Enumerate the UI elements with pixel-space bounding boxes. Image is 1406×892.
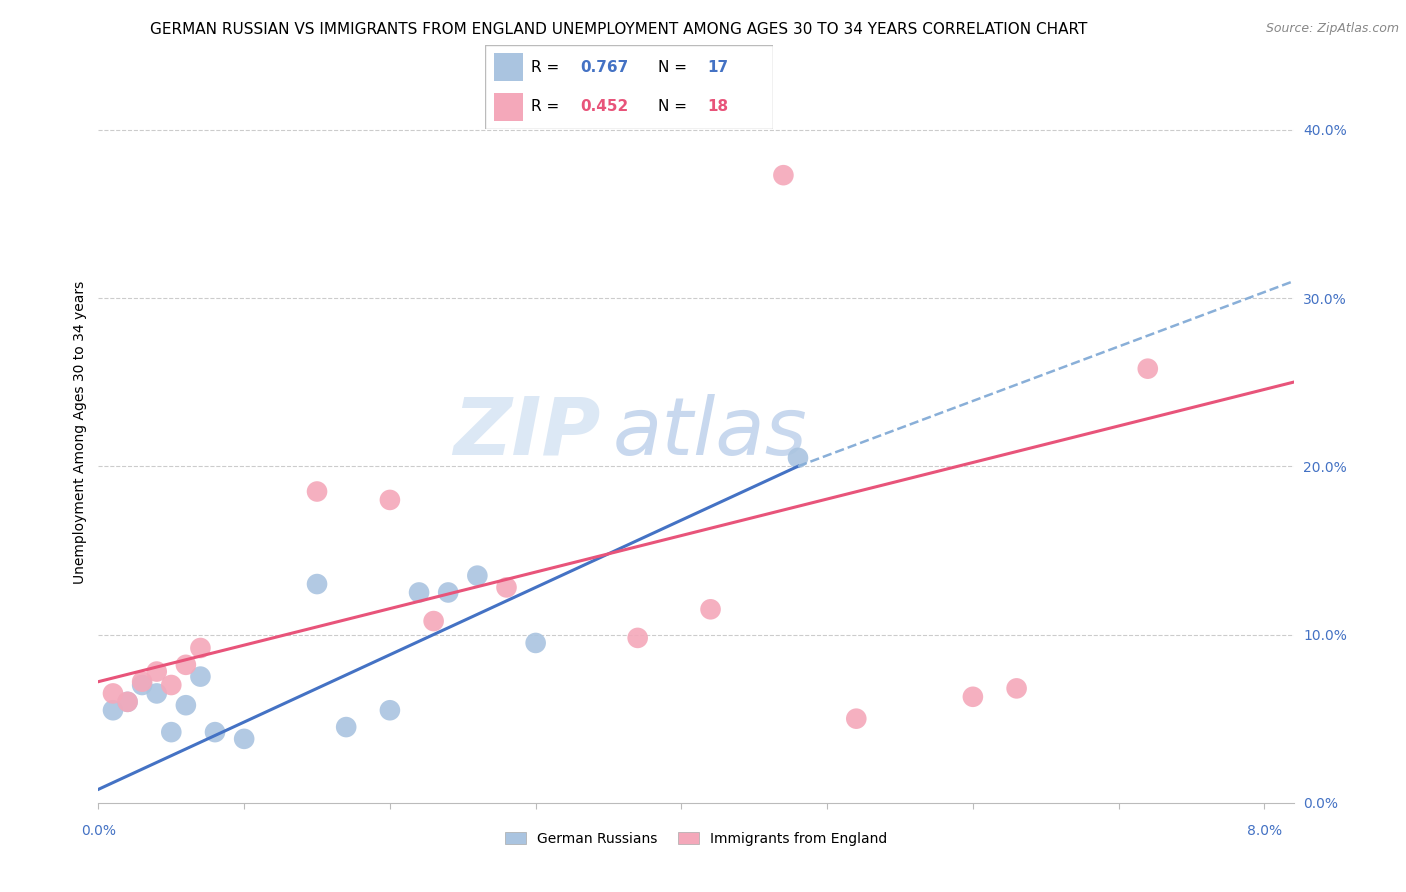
- Point: [305, 484, 328, 499]
- Legend: German Russians, Immigrants from England: German Russians, Immigrants from England: [499, 826, 893, 851]
- Text: 18: 18: [707, 99, 728, 114]
- FancyBboxPatch shape: [494, 93, 523, 120]
- Point: [145, 665, 167, 679]
- Point: [117, 695, 139, 709]
- Text: R =: R =: [531, 60, 564, 75]
- Point: [160, 678, 183, 692]
- Point: [495, 581, 517, 595]
- Text: 0.0%: 0.0%: [82, 823, 115, 838]
- Point: [190, 640, 212, 655]
- Point: [174, 698, 197, 713]
- Point: [378, 703, 401, 717]
- Point: [699, 602, 721, 616]
- Point: [1005, 681, 1028, 696]
- Point: [233, 731, 256, 746]
- Point: [787, 450, 810, 465]
- Text: 0.452: 0.452: [581, 99, 628, 114]
- Point: [772, 168, 794, 182]
- Point: [408, 585, 430, 599]
- Point: [422, 614, 444, 628]
- Point: [1136, 361, 1159, 376]
- Y-axis label: Unemployment Among Ages 30 to 34 years: Unemployment Among Ages 30 to 34 years: [73, 281, 87, 584]
- Point: [190, 670, 212, 684]
- Point: [117, 695, 139, 709]
- Text: R =: R =: [531, 99, 564, 114]
- Point: [378, 492, 401, 507]
- Point: [101, 703, 124, 717]
- Point: [131, 678, 153, 692]
- FancyBboxPatch shape: [485, 45, 773, 129]
- Point: [845, 712, 868, 726]
- Point: [437, 585, 460, 599]
- Text: Source: ZipAtlas.com: Source: ZipAtlas.com: [1265, 22, 1399, 36]
- Text: 8.0%: 8.0%: [1247, 823, 1282, 838]
- Point: [101, 686, 124, 700]
- Point: [145, 686, 167, 700]
- Point: [627, 631, 650, 645]
- Point: [335, 720, 357, 734]
- Point: [204, 725, 226, 739]
- Text: 17: 17: [707, 60, 728, 75]
- Point: [467, 568, 489, 582]
- FancyBboxPatch shape: [494, 54, 523, 81]
- Point: [962, 690, 984, 704]
- Text: N =: N =: [658, 99, 692, 114]
- Text: N =: N =: [658, 60, 692, 75]
- Text: 0.767: 0.767: [581, 60, 628, 75]
- Point: [174, 657, 197, 672]
- Text: ZIP: ZIP: [453, 393, 600, 472]
- Point: [160, 725, 183, 739]
- Point: [305, 577, 328, 591]
- Point: [524, 636, 547, 650]
- Text: atlas: atlas: [613, 393, 807, 472]
- Point: [131, 674, 153, 689]
- Text: GERMAN RUSSIAN VS IMMIGRANTS FROM ENGLAND UNEMPLOYMENT AMONG AGES 30 TO 34 YEARS: GERMAN RUSSIAN VS IMMIGRANTS FROM ENGLAN…: [150, 22, 1087, 37]
